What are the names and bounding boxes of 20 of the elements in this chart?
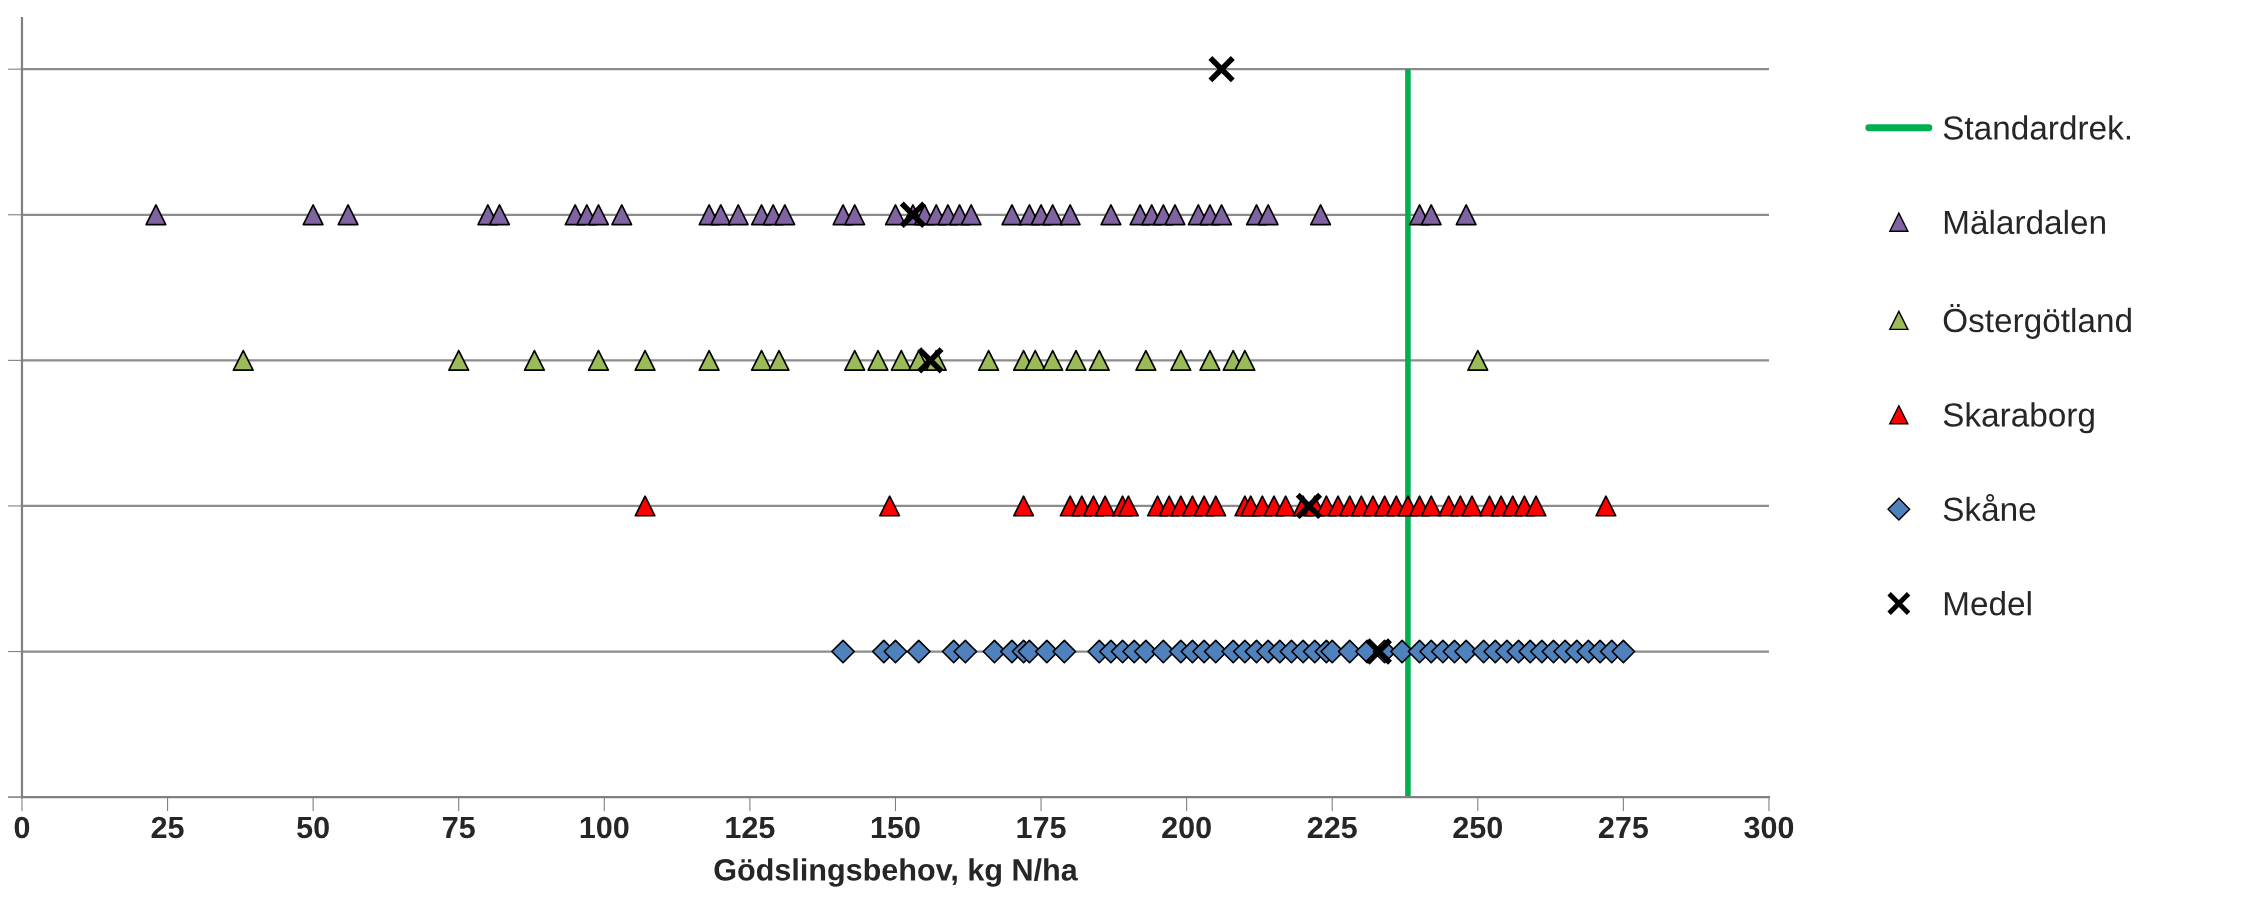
legend-label: Östergötland	[1943, 304, 2131, 339]
x-tick-label: 50	[297, 816, 329, 839]
x-tick-label: 75	[443, 817, 475, 839]
x-tick-label: 125	[726, 816, 775, 839]
legend-label: Medel	[1944, 591, 2031, 616]
x-tick-label: 175	[1017, 817, 1066, 839]
x-axis-title: Gödslingsbehov, kg N/ha	[714, 858, 1078, 887]
legend-label: Skaraborg	[1943, 402, 2094, 434]
legend-label: Mälardalen	[1944, 209, 2105, 235]
x-tick-label: 200	[1162, 816, 1211, 839]
x-tick-label: 150	[871, 816, 920, 839]
x-tick-label: 275	[1598, 816, 1649, 839]
legend-label: Skåne	[1943, 493, 2036, 522]
x-tick-label: 25	[151, 816, 184, 839]
x-tick-label: 100	[580, 816, 629, 839]
legend-label: Standardrek.	[1943, 115, 2130, 140]
x-tick-label: 0	[14, 816, 30, 839]
x-tick-label: 225	[1307, 816, 1357, 839]
x-tick-label: 250	[1453, 816, 1503, 839]
x-tick-label: 300	[1744, 816, 1794, 839]
